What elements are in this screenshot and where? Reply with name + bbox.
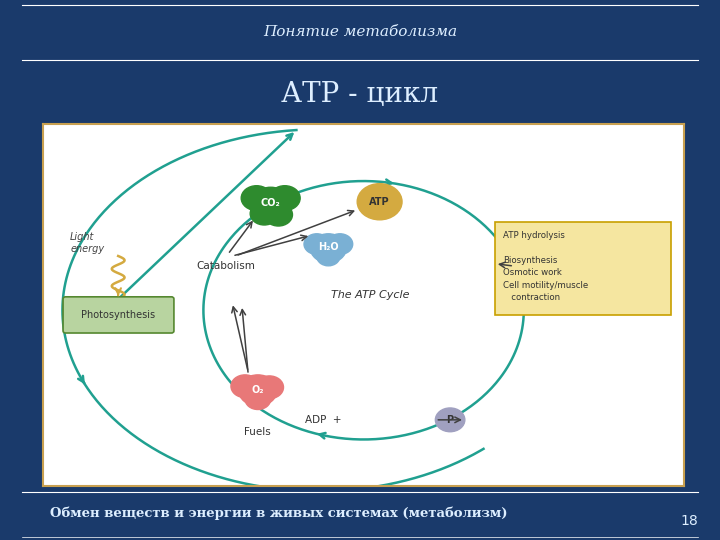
Circle shape: [245, 389, 271, 409]
Text: Photosynthesis: Photosynthesis: [81, 310, 156, 320]
Circle shape: [231, 375, 259, 397]
Text: ATP: ATP: [369, 197, 390, 207]
Circle shape: [250, 187, 292, 221]
Text: Fuels: Fuels: [245, 427, 271, 437]
Text: The ATP Cycle: The ATP Cycle: [330, 290, 409, 300]
Circle shape: [310, 234, 346, 263]
Circle shape: [238, 375, 277, 406]
FancyBboxPatch shape: [63, 297, 174, 333]
Circle shape: [264, 203, 292, 226]
Text: ATP hydrolysis

Biosynthesis
Osmotic work
Cell motility/muscle
   contraction: ATP hydrolysis Biosynthesis Osmotic work…: [503, 231, 588, 302]
Text: Понятие метаболизма: Понятие метаболизма: [263, 25, 457, 39]
Text: АТР - цикл: АТР - цикл: [282, 81, 438, 108]
Circle shape: [436, 408, 465, 432]
Text: H₂O: H₂O: [318, 242, 338, 252]
Circle shape: [269, 186, 300, 211]
Text: 18: 18: [680, 514, 698, 528]
Text: CO₂: CO₂: [261, 198, 281, 208]
Circle shape: [327, 234, 353, 254]
Text: ADP  +: ADP +: [305, 415, 341, 425]
Circle shape: [241, 186, 272, 211]
Text: Обмен веществ и энергии в живых системах (метаболизм): Обмен веществ и энергии в живых системах…: [50, 507, 508, 519]
Circle shape: [250, 202, 279, 225]
Circle shape: [357, 184, 402, 220]
Circle shape: [304, 234, 330, 254]
Circle shape: [317, 247, 340, 266]
FancyBboxPatch shape: [495, 222, 671, 315]
Circle shape: [256, 376, 284, 399]
Text: Catabolism: Catabolism: [197, 261, 256, 271]
Text: Light
energy: Light energy: [70, 232, 104, 254]
Text: O₂: O₂: [251, 386, 264, 395]
Text: P: P: [446, 415, 454, 425]
